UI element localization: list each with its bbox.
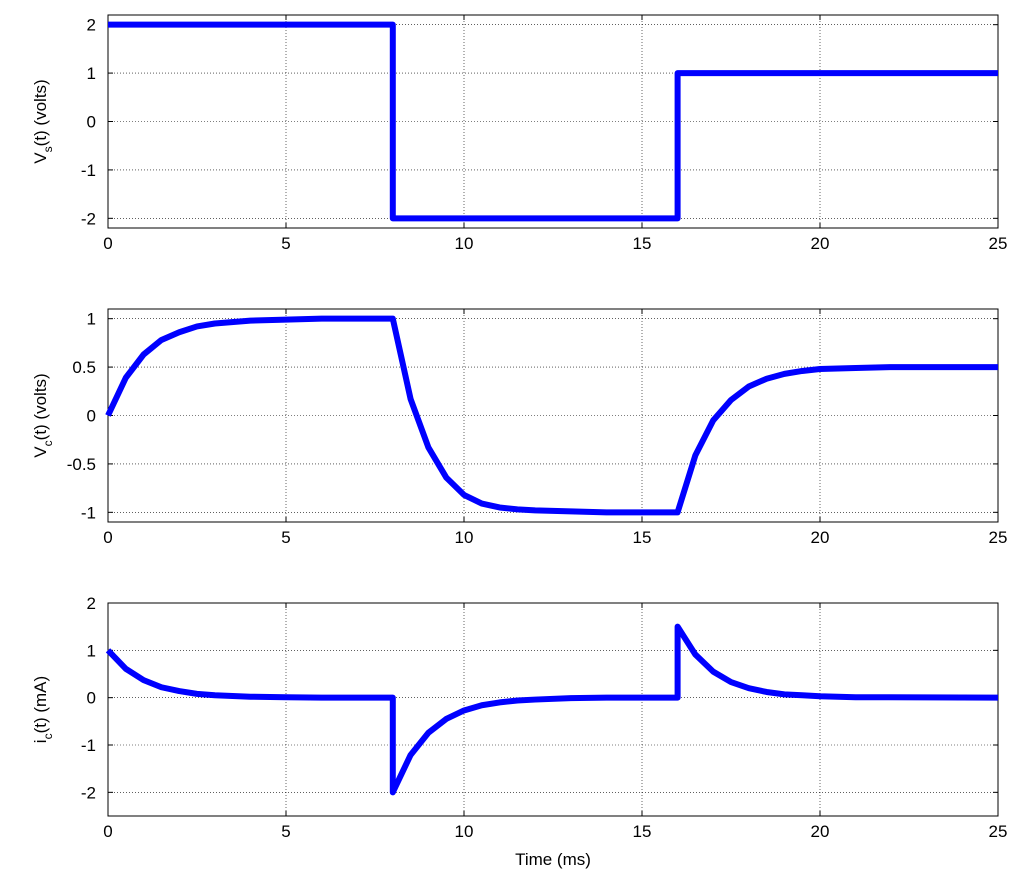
vc-xtick-label-3: 15	[633, 528, 652, 547]
ic-xlabel: Time (ms)	[515, 850, 591, 869]
vs-panel: 0 5 10 15 20 25 -2 -1 0 1 2 Vs(t) (volts)	[31, 14, 1008, 253]
vs-ytick-label-1: -1	[81, 161, 96, 180]
vs-xtick-label-5: 25	[989, 234, 1008, 253]
vs-ytick-label-2: 0	[87, 113, 96, 132]
vc-ytick-label-1: -0.5	[67, 455, 96, 474]
vc-xtick-label-0: 0	[103, 528, 112, 547]
vs-ylabel: Vs(t) (volts)	[31, 79, 55, 163]
vs-xtick-label-1: 5	[281, 234, 290, 253]
vc-ytick-label-4: 1	[87, 310, 96, 329]
vc-panel: 0 5 10 15 20 25 -1 -0.5 0 0.5 1 Vc(t) (volts)	[31, 308, 1008, 547]
vs-xtick-label-3: 15	[633, 234, 652, 253]
ic-xtick-label-0: 0	[103, 822, 112, 841]
vc-ylabel: Vc(t) (volts)	[31, 373, 55, 457]
ic-ytick-label-4: 2	[87, 594, 96, 613]
vc-xtick-label-1: 5	[281, 528, 290, 547]
vs-ytick-label-0: -2	[81, 209, 96, 228]
vc-ytick-label-2: 0	[87, 407, 96, 426]
vc-xtick-label-2: 10	[455, 528, 474, 547]
ic-ytick-label-1: -1	[81, 736, 96, 755]
vc-xtick-label-5: 25	[989, 528, 1008, 547]
vs-xtick-label-2: 10	[455, 234, 474, 253]
ic-panel: 0 5 10 15 20 25 -2 -1 0 1 2 ic(t) (mA) Time (ms)	[31, 594, 1007, 869]
ic-ytick-label-2: 0	[87, 689, 96, 708]
vc-ytick-label-0: -1	[81, 503, 96, 522]
ic-xtick-label-2: 10	[455, 822, 474, 841]
ic-xtick-label-3: 15	[633, 822, 652, 841]
vc-ytick-label-3: 0.5	[72, 358, 96, 377]
ic-xtick-label-1: 5	[281, 822, 290, 841]
vc-xtick-label-4: 20	[811, 528, 830, 547]
vc-series-line-0	[105, 315, 998, 516]
ic-xtick-label-5: 25	[989, 822, 1008, 841]
ic-xtick-label-4: 20	[811, 822, 830, 841]
vs-ytick-label-4: 2	[87, 16, 96, 35]
vs-xtick-label-0: 0	[103, 234, 112, 253]
ic-ytick-label-0: -2	[81, 783, 96, 802]
vs-series-line-0	[108, 21, 998, 222]
vs-xtick-label-4: 20	[811, 234, 830, 253]
vs-ytick-label-3: 1	[87, 64, 96, 83]
ic-ylabel: ic(t) (mA)	[31, 676, 55, 743]
ic-axes-frame	[107, 602, 999, 817]
ic-ytick-label-3: 1	[87, 641, 96, 660]
ic-series-line-0	[105, 623, 999, 796]
